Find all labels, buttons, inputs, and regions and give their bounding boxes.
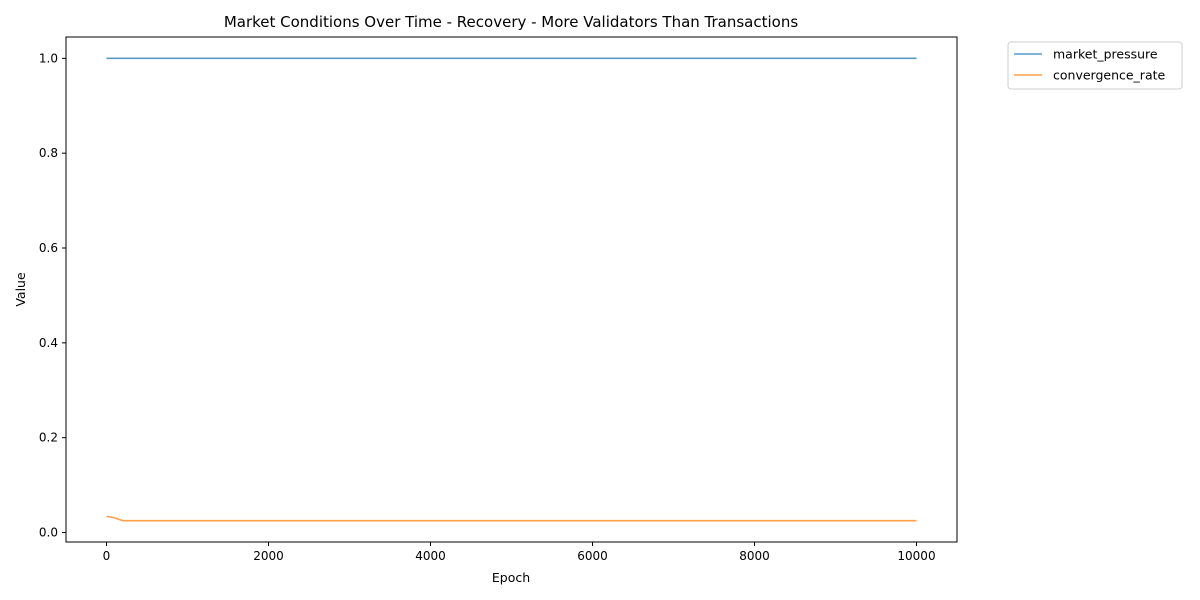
x-tick-label: 8000 <box>739 549 770 563</box>
y-axis-label: Value <box>13 272 28 307</box>
legend: market_pressure convergence_rate <box>1007 41 1183 90</box>
y-tick-label: 0.4 <box>39 336 58 350</box>
y-tick-label: 0.6 <box>39 241 58 255</box>
axes-frame <box>65 36 958 543</box>
legend-label-market-pressure: market_pressure <box>1053 47 1158 62</box>
x-tick-label: 2000 <box>253 549 284 563</box>
legend-frame <box>1007 41 1183 90</box>
series-lines <box>106 57 917 522</box>
y-axis: 0.0 0.2 0.4 0.6 0.8 1.0 <box>39 51 66 540</box>
chart-title: Market Conditions Over Time - Recovery -… <box>224 13 799 31</box>
x-tick-label: 0 <box>103 549 111 563</box>
x-axis: 0 2000 4000 6000 8000 10000 <box>103 542 936 563</box>
x-tick-label: 4000 <box>415 549 446 563</box>
series-line-convergence-rate <box>106 515 917 522</box>
y-tick-label: 1.0 <box>39 51 58 65</box>
legend-label-convergence-rate: convergence_rate <box>1053 68 1166 83</box>
x-axis-label: Epoch <box>492 570 530 585</box>
y-tick-label: 0.0 <box>39 526 58 540</box>
x-tick-label: 10000 <box>897 549 935 563</box>
plot-area <box>65 36 958 543</box>
y-tick-label: 0.2 <box>39 431 58 445</box>
y-tick-label: 0.8 <box>39 146 58 160</box>
x-tick-label: 6000 <box>577 549 608 563</box>
